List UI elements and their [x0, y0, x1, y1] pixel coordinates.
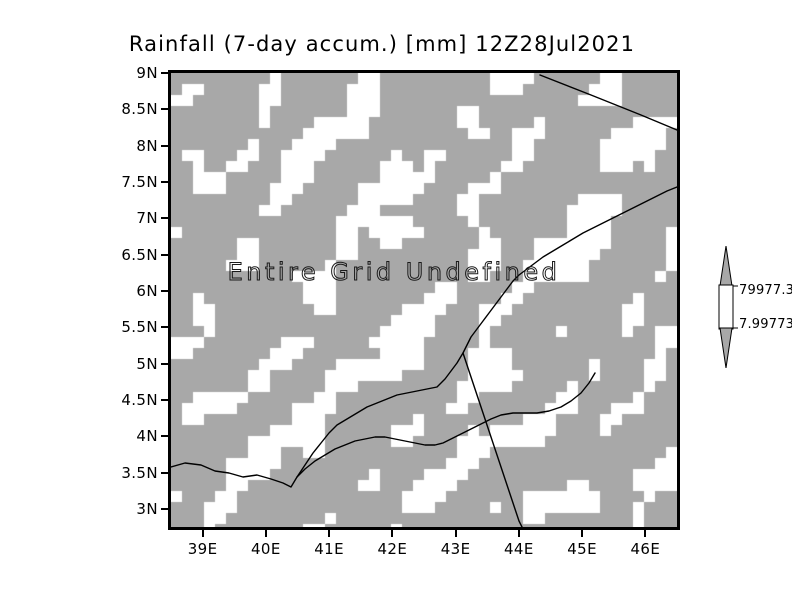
y-axis-tick-mark	[161, 72, 168, 74]
colorbar-lower-arrow	[719, 327, 733, 368]
y-axis-tick-mark	[161, 507, 168, 510]
x-axis-tick-label: 41E	[314, 540, 344, 558]
y-axis-tick-mark	[161, 398, 168, 401]
y-axis-tick-mark	[161, 253, 168, 256]
y-axis-tick-mark	[161, 435, 168, 438]
x-axis-tick-mark	[454, 530, 457, 537]
x-axis-tick-mark	[517, 530, 520, 537]
x-axis-tick-mark	[201, 530, 204, 537]
y-axis-tick-mark	[161, 180, 168, 183]
x-axis-tick-label: 46E	[630, 540, 661, 558]
colorbar-label-lower: 7.99773	[739, 317, 792, 332]
x-axis-tick-mark	[264, 530, 267, 537]
y-axis-tick-label: 3.5N	[121, 463, 158, 482]
colorbar-upper-arrow	[719, 246, 733, 287]
y-axis-tick-label: 6N	[136, 281, 158, 300]
chart-title: Rainfall (7-day accum.) [mm] 12Z28Jul202…	[128, 32, 636, 56]
y-axis-tick-label: 9N	[136, 64, 158, 82]
colorbar-band	[718, 284, 734, 330]
x-axis-tick-label: 45E	[567, 540, 597, 558]
y-axis-tick-mark	[161, 108, 168, 111]
y-axis-tick-label: 5N	[136, 354, 158, 373]
y-axis-tick-label: 8.5N	[121, 100, 158, 119]
y-axis-tick-label: 8N	[136, 136, 158, 155]
x-axis-tick-mark	[644, 530, 647, 537]
x-axis-tick-label: 40E	[250, 540, 281, 558]
x-axis-tick-label: 42E	[377, 540, 408, 558]
y-axis-tick-label: 3N	[136, 499, 158, 518]
y-axis-tick-mark	[161, 289, 168, 292]
y-axis-tick-label: 6.5N	[121, 245, 158, 264]
x-axis-tick-mark	[391, 530, 394, 537]
x-axis-tick-label: 43E	[440, 540, 471, 558]
x-axis-tick-label: 39E	[187, 540, 218, 558]
x-axis-tick-mark	[328, 530, 331, 537]
plot-area[interactable]	[168, 70, 680, 530]
x-axis-tick-mark	[581, 530, 584, 537]
y-axis-tick-mark	[161, 471, 168, 474]
y-axis-tick-label: 4.5N	[121, 390, 158, 409]
y-axis-tick-mark	[161, 362, 168, 365]
y-axis-tick-label: 7N	[136, 209, 158, 228]
y-axis-tick-mark	[161, 144, 168, 147]
y-axis-tick-label: 5.5N	[121, 318, 158, 337]
y-axis-tick-label: 4N	[136, 427, 158, 446]
y-axis-tick-label: 7.5N	[121, 172, 158, 191]
undefined-grid-heatmap	[171, 73, 677, 527]
x-axis-tick-label: 44E	[503, 540, 534, 558]
colorbar-label-upper: 79977.3	[739, 283, 792, 298]
colorbar[interactable]	[713, 246, 739, 368]
y-axis-tick-mark	[161, 326, 168, 329]
y-axis-tick-mark	[161, 217, 168, 220]
